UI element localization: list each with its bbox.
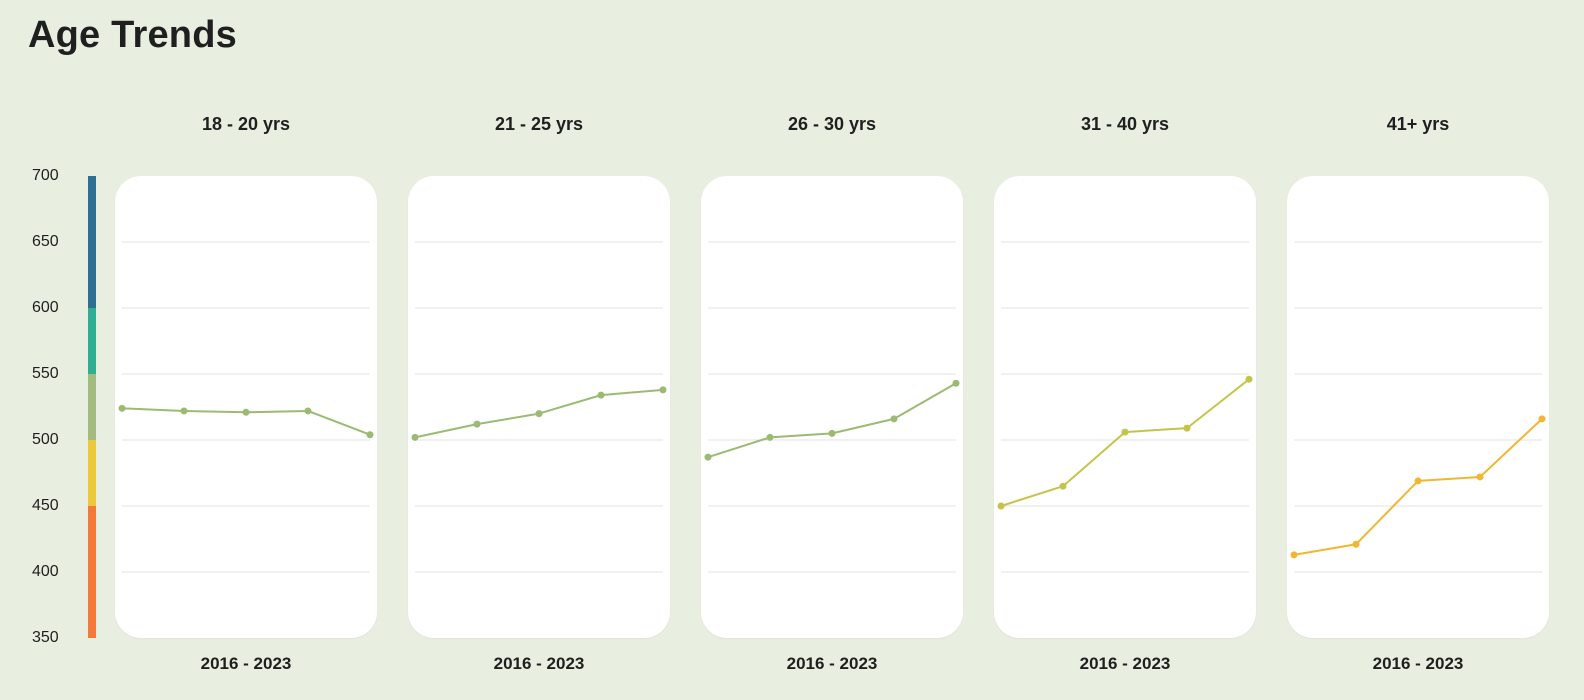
y-tick-label: 450 — [32, 497, 59, 514]
y-tick-label: 350 — [32, 629, 59, 646]
data-point — [828, 429, 836, 437]
data-point — [952, 379, 960, 387]
data-point — [597, 391, 605, 399]
data-point — [1476, 473, 1484, 481]
series-line — [1293, 418, 1543, 556]
y-tick-label: 700 — [32, 167, 59, 184]
panel-year-range: 2016 - 2023 — [1079, 654, 1171, 673]
series-line — [1000, 378, 1250, 507]
data-point — [473, 420, 481, 428]
panel-year-range: 2016 - 2023 — [786, 654, 878, 673]
chart-panel — [701, 176, 963, 638]
y-tick-label: 600 — [32, 299, 59, 316]
panel-plot — [704, 241, 960, 573]
score-band — [88, 506, 96, 638]
data-point — [1290, 551, 1298, 559]
page-title: Age Trends — [28, 14, 237, 56]
panel-title: 26 - 30 yrs — [787, 114, 877, 134]
data-point — [1059, 482, 1067, 490]
data-point — [1538, 415, 1546, 423]
panel-plot — [118, 241, 374, 573]
chart-panel — [115, 176, 377, 638]
score-band — [88, 308, 96, 374]
series-line — [707, 382, 957, 459]
y-tick-label: 500 — [32, 431, 59, 448]
panel-title: 18 - 20 yrs — [201, 114, 291, 134]
score-band — [88, 374, 96, 440]
y-axis: 700 650 600 550 500 450 400 350 — [0, 0, 110, 700]
data-point — [890, 415, 898, 423]
data-point — [659, 386, 667, 394]
y-tick-label: 650 — [32, 233, 59, 250]
panel-title: 31 - 40 yrs — [1080, 114, 1170, 134]
data-point — [304, 407, 312, 415]
chart-panel — [408, 176, 670, 638]
data-point — [411, 433, 419, 441]
data-point — [180, 407, 188, 415]
data-point — [1245, 375, 1253, 383]
chart-panel — [994, 176, 1256, 638]
panel-year-range: 2016 - 2023 — [493, 654, 585, 673]
panel-title: 41+ yrs — [1386, 114, 1450, 134]
panel-year-range: 2016 - 2023 — [1372, 654, 1464, 673]
data-point — [366, 431, 374, 439]
panel-title: 21 - 25 yrs — [494, 114, 584, 134]
y-tick-label: 550 — [32, 365, 59, 382]
data-point — [766, 433, 774, 441]
data-point — [1414, 477, 1422, 485]
data-point — [997, 502, 1005, 510]
score-band — [88, 176, 96, 308]
panel-plot — [1290, 241, 1546, 573]
panel-year-range: 2016 - 2023 — [200, 654, 292, 673]
data-point — [242, 408, 250, 416]
data-point — [1121, 428, 1129, 436]
panel-plot — [411, 241, 667, 573]
data-point — [704, 453, 712, 461]
panel-plot — [997, 241, 1253, 573]
y-tick-label: 400 — [32, 563, 59, 580]
data-point — [1183, 424, 1191, 432]
score-band — [88, 440, 96, 506]
data-point — [1352, 540, 1360, 548]
data-point — [118, 404, 126, 412]
data-point — [535, 410, 543, 418]
chart-panel — [1287, 176, 1549, 638]
